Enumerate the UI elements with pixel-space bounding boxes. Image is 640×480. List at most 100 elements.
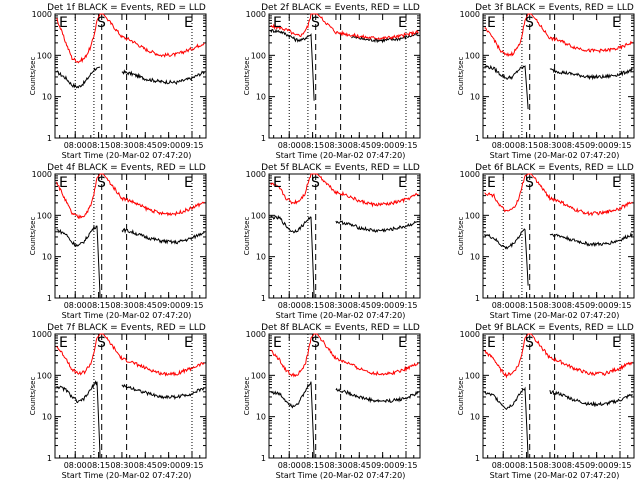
x-tick-label: 08:15	[87, 461, 110, 470]
panel-title: Det 6f BLACK = Events, RED = LLD	[475, 163, 634, 173]
x-tick-label: 08:15	[515, 301, 538, 310]
y-tick-label: 100	[251, 371, 266, 380]
y-tick-label: 1000	[460, 10, 480, 19]
x-tick-label: 08:15	[87, 141, 110, 150]
phase-marker-label: E	[273, 175, 282, 191]
plot-frame	[268, 173, 421, 299]
y-axis-label: Counts/sec	[29, 377, 37, 416]
y-tick-label: 100	[37, 211, 52, 220]
x-tick-label: 08:00	[64, 301, 87, 310]
y-tick-label: 1	[261, 294, 266, 303]
x-axis-label: Start Time (20-Mar-02 07:47:20)	[276, 151, 406, 160]
phase-marker-label: S	[525, 15, 534, 31]
x-tick-label: 09:15	[608, 461, 631, 470]
x-tick-label: 08:30	[110, 461, 133, 470]
x-tick-label: 08:15	[515, 141, 538, 150]
series-line-events	[270, 28, 419, 101]
detector-panel-9: Det 9f BLACK = Events, RED = LLD 1 10 100 10…	[457, 323, 635, 480]
phase-marker-label: S	[525, 175, 534, 191]
x-tick-label: 09:15	[180, 461, 203, 470]
y-tick-label: 10	[470, 93, 480, 102]
phase-marker-label: S	[311, 335, 320, 351]
x-axis-label: Start Time (20-Mar-02 07:47:20)	[62, 471, 192, 480]
y-tick-label: 10	[42, 413, 52, 422]
x-tick-label: 08:45	[348, 301, 371, 310]
y-axis-label: Counts/sec	[243, 57, 251, 96]
panel-title: Det 1f BLACK = Events, RED = LLD	[47, 3, 206, 13]
x-axis-label: Start Time (20-Mar-02 07:47:20)	[62, 311, 192, 320]
x-tick-label: 09:15	[608, 301, 631, 310]
plot-frame	[482, 333, 635, 459]
x-tick-label: 08:00	[278, 461, 301, 470]
x-tick-label: 09:00	[585, 461, 608, 470]
y-axis-label: Counts/sec	[29, 57, 37, 96]
x-tick-label: 08:30	[324, 301, 347, 310]
y-tick-label: 100	[37, 371, 52, 380]
y-tick-label: 1	[47, 134, 52, 143]
phase-marker-label: E	[487, 15, 496, 31]
y-tick-label: 100	[251, 211, 266, 220]
phase-marker-label: E	[273, 335, 282, 351]
series-line-lld	[270, 13, 419, 41]
x-tick-label: 08:30	[538, 141, 561, 150]
x-tick-label: 08:45	[562, 301, 585, 310]
plot-frame	[482, 173, 635, 299]
x-tick-label: 09:00	[371, 461, 394, 470]
phase-marker-label: E	[184, 15, 193, 31]
plot-frame	[482, 13, 635, 139]
phase-marker-label: E	[59, 335, 68, 351]
y-tick-label: 1000	[32, 170, 52, 179]
x-tick-label: 09:15	[394, 301, 417, 310]
panel-title: Det 9f BLACK = Events, RED = LLD	[475, 323, 634, 333]
phase-marker-label: E	[184, 175, 193, 191]
panel-title: Det 4f BLACK = Events, RED = LLD	[47, 163, 206, 173]
series-line-events	[270, 381, 419, 459]
phase-marker-label: S	[311, 175, 320, 191]
x-tick-label: 09:00	[157, 141, 180, 150]
detector-panel-4: Det 4f BLACK = Events, RED = LLD 1 10 100 10…	[29, 163, 207, 320]
y-tick-label: 100	[465, 371, 480, 380]
x-axis-label: Start Time (20-Mar-02 07:47:20)	[276, 471, 406, 480]
phase-marker-label: E	[398, 175, 407, 191]
x-axis-label: Start Time (20-Mar-02 07:47:20)	[276, 311, 406, 320]
plot-frame	[54, 173, 207, 299]
y-tick-label: 1	[475, 134, 480, 143]
x-tick-label: 08:15	[301, 301, 324, 310]
detector-panel-8: Det 8f BLACK = Events, RED = LLD 1 10 100 10…	[243, 323, 421, 480]
series-line-events	[484, 64, 633, 110]
phase-marker-label: E	[612, 175, 621, 191]
phase-marker-label: S	[525, 335, 534, 351]
x-axis-label: Start Time (20-Mar-02 07:47:20)	[490, 471, 620, 480]
series-line-lld	[484, 13, 633, 57]
x-tick-label: 08:45	[134, 141, 157, 150]
series-line-events	[484, 386, 633, 459]
y-tick-label: 1000	[246, 330, 266, 339]
detector-panel-6: Det 6f BLACK = Events, RED = LLD 1 10 100 10…	[457, 163, 635, 320]
y-axis-label: Counts/sec	[243, 217, 251, 256]
phase-marker-label: E	[398, 335, 407, 351]
y-tick-label: 1000	[32, 330, 52, 339]
series-line-lld	[270, 173, 419, 208]
y-tick-label: 1	[261, 134, 266, 143]
y-tick-label: 10	[470, 413, 480, 422]
y-tick-label: 1000	[246, 170, 266, 179]
y-axis-label: Counts/sec	[243, 377, 251, 416]
y-tick-label: 1	[475, 294, 480, 303]
y-tick-label: 10	[256, 413, 266, 422]
x-tick-label: 08:00	[492, 301, 515, 310]
x-tick-label: 08:30	[538, 301, 561, 310]
x-tick-label: 08:00	[64, 141, 87, 150]
panel-title: Det 2f BLACK = Events, RED = LLD	[261, 3, 420, 13]
detector-panel-2: Det 2f BLACK = Events, RED = LLD 1 10 100 10…	[243, 3, 421, 160]
y-axis-label: Counts/sec	[457, 57, 465, 96]
series-line-lld	[484, 173, 633, 217]
series-line-events	[484, 228, 633, 286]
y-tick-label: 100	[465, 211, 480, 220]
x-tick-label: 08:15	[87, 301, 110, 310]
y-tick-label: 1	[261, 454, 266, 463]
plot-frame	[54, 333, 207, 459]
phase-marker-label: S	[97, 175, 106, 191]
phase-marker-label: E	[487, 175, 496, 191]
phase-marker-label: S	[97, 335, 106, 351]
x-axis-label: Start Time (20-Mar-02 07:47:20)	[490, 151, 620, 160]
